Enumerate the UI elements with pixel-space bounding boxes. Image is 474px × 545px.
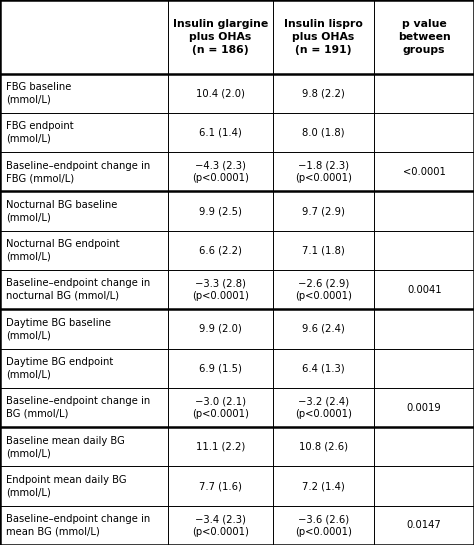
Text: Nocturnal BG baseline
(mmol/L): Nocturnal BG baseline (mmol/L) [6,200,117,222]
Text: 8.0 (1.8): 8.0 (1.8) [302,128,345,137]
Bar [0,388,474,427]
Bar [0,113,474,152]
Bar [0,349,474,388]
Text: Baseline–endpoint change in
BG (mmol/L): Baseline–endpoint change in BG (mmol/L) [6,396,150,419]
Text: 7.1 (1.8): 7.1 (1.8) [302,245,345,256]
Text: −3.6 (2.6)
(p<0.0001): −3.6 (2.6) (p<0.0001) [295,514,352,537]
Bar [0,270,474,310]
Bar [0,310,474,349]
Text: 0.0147: 0.0147 [407,520,442,530]
Text: 11.1 (2.2): 11.1 (2.2) [196,442,245,452]
Bar [0,74,474,113]
Text: 9.6 (2.4): 9.6 (2.4) [302,324,345,334]
Bar [0,467,474,506]
Text: −4.3 (2.3)
(p<0.0001): −4.3 (2.3) (p<0.0001) [192,161,249,183]
Text: 9.9 (2.5): 9.9 (2.5) [199,206,242,216]
Text: 10.4 (2.0): 10.4 (2.0) [196,88,245,98]
Bar [0,231,474,270]
Text: Daytime BG endpoint
(mmol/L): Daytime BG endpoint (mmol/L) [6,357,113,379]
Text: 9.7 (2.9): 9.7 (2.9) [302,206,345,216]
Text: Baseline–endpoint change in
FBG (mmol/L): Baseline–endpoint change in FBG (mmol/L) [6,161,150,183]
Text: 6.6 (2.2): 6.6 (2.2) [199,245,242,256]
Text: Endpoint mean daily BG
(mmol/L): Endpoint mean daily BG (mmol/L) [6,475,126,497]
Text: FBG baseline
(mmol/L): FBG baseline (mmol/L) [6,82,71,105]
Text: −3.0 (2.1)
(p<0.0001): −3.0 (2.1) (p<0.0001) [192,396,249,419]
Text: 6.4 (1.3): 6.4 (1.3) [302,364,345,373]
Text: Nocturnal BG endpoint
(mmol/L): Nocturnal BG endpoint (mmol/L) [6,239,119,262]
Text: 6.1 (1.4): 6.1 (1.4) [199,128,242,137]
Text: FBG endpoint
(mmol/L): FBG endpoint (mmol/L) [6,122,73,144]
Text: Daytime BG baseline
(mmol/L): Daytime BG baseline (mmol/L) [6,318,111,340]
Text: p value
between
groups: p value between groups [398,19,451,55]
Text: −3.3 (2.8)
(p<0.0001): −3.3 (2.8) (p<0.0001) [192,278,249,301]
Text: Insulin lispro
plus OHAs
(n = 191): Insulin lispro plus OHAs (n = 191) [284,19,363,55]
Text: Insulin glargine
plus OHAs
(n = 186): Insulin glargine plus OHAs (n = 186) [173,19,268,55]
Text: −3.4 (2.3)
(p<0.0001): −3.4 (2.3) (p<0.0001) [192,514,249,537]
Text: −3.2 (2.4)
(p<0.0001): −3.2 (2.4) (p<0.0001) [295,396,352,419]
Text: 9.9 (2.0): 9.9 (2.0) [199,324,242,334]
Text: Baseline mean daily BG
(mmol/L): Baseline mean daily BG (mmol/L) [6,435,125,458]
Text: 10.8 (2.6): 10.8 (2.6) [299,442,348,452]
Text: Baseline–endpoint change in
mean BG (mmol/L): Baseline–endpoint change in mean BG (mmo… [6,514,150,537]
Text: 9.8 (2.2): 9.8 (2.2) [302,88,345,98]
Text: 0.0041: 0.0041 [407,284,442,295]
Bar [0,0,474,74]
Text: 6.9 (1.5): 6.9 (1.5) [199,364,242,373]
Text: −2.6 (2.9)
(p<0.0001): −2.6 (2.9) (p<0.0001) [295,278,352,301]
Bar [0,427,474,467]
Text: <0.0001: <0.0001 [403,167,446,177]
Bar [0,506,474,545]
Bar [0,191,474,231]
Text: 0.0019: 0.0019 [407,403,442,413]
Bar [0,152,474,191]
Text: 7.7 (1.6): 7.7 (1.6) [199,481,242,491]
Text: 7.2 (1.4): 7.2 (1.4) [302,481,345,491]
Text: −1.8 (2.3)
(p<0.0001): −1.8 (2.3) (p<0.0001) [295,161,352,183]
Text: Baseline–endpoint change in
nocturnal BG (mmol/L): Baseline–endpoint change in nocturnal BG… [6,278,150,301]
